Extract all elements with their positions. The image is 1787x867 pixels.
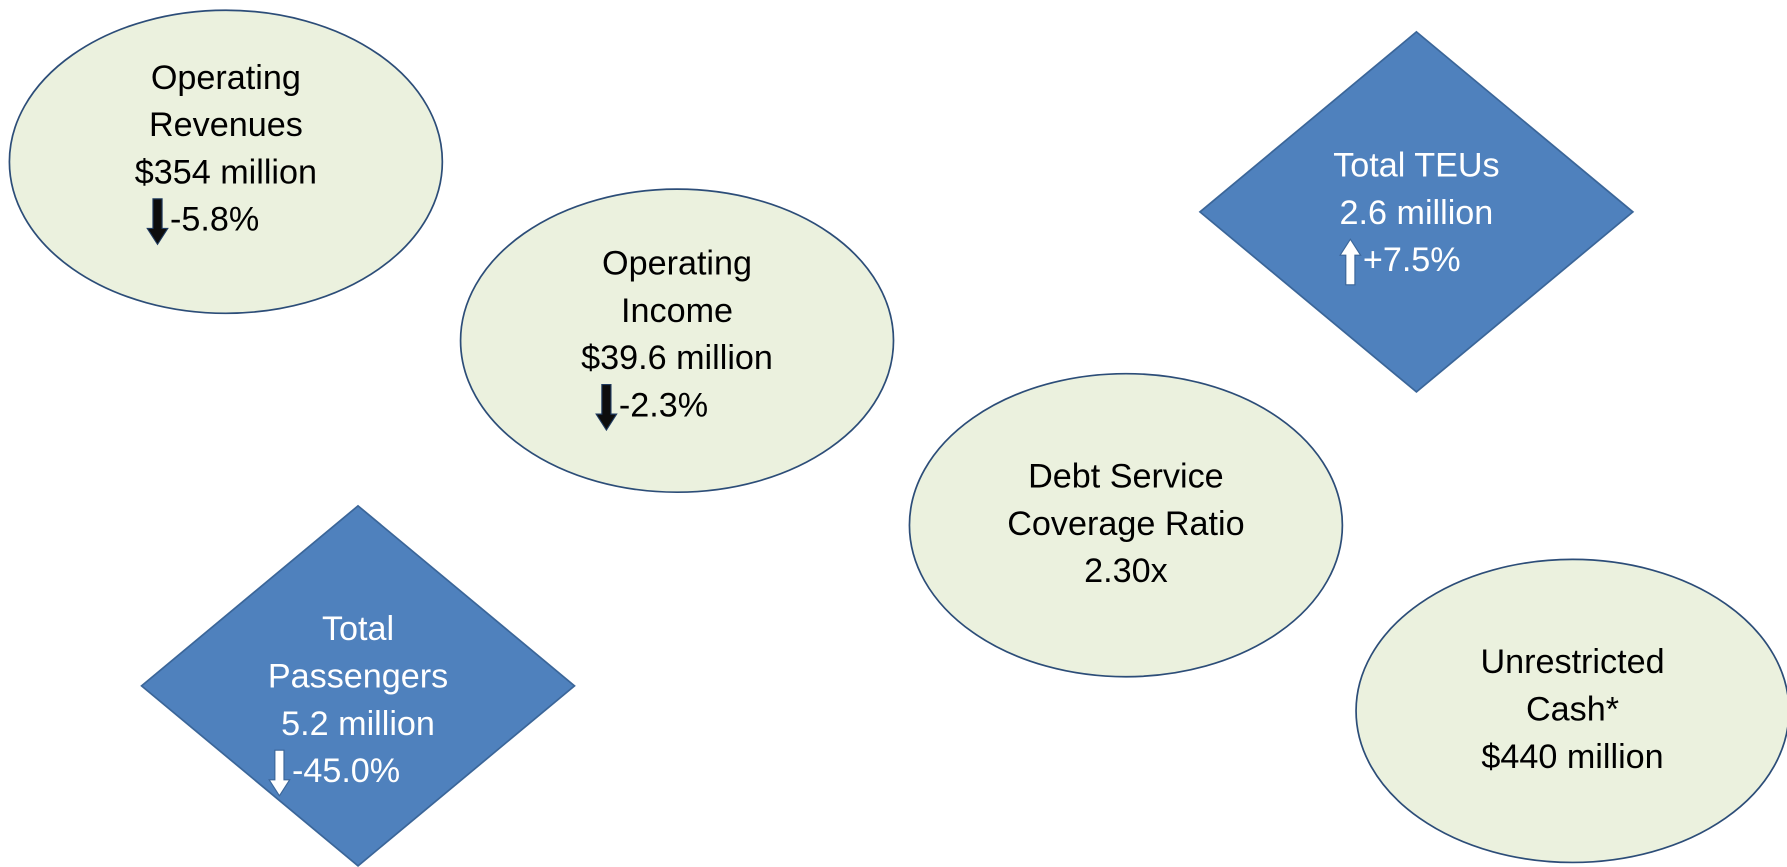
trend-arrow	[595, 383, 618, 432]
trend-arrow	[268, 749, 291, 797]
kpi-diamond	[1198, 30, 1635, 394]
kpi-change: -5.8%	[170, 201, 259, 239]
kpi-label: Revenues	[149, 106, 303, 144]
kpi-label: Operating	[602, 244, 752, 282]
kpi-diamond	[140, 504, 576, 867]
kpi-label: $440 million	[1481, 738, 1663, 776]
kpi-label: Debt Service	[1028, 458, 1224, 496]
trend-arrow	[146, 198, 169, 246]
kpi-ellipse	[908, 372, 1344, 678]
kpi-change: -45.0%	[292, 752, 400, 790]
kpi-label: Total TEUs	[1333, 147, 1499, 185]
kpi-change: +7.5%	[1363, 241, 1461, 279]
kpi-label: 2.30x	[1084, 552, 1168, 590]
kpi-label: Total	[322, 610, 394, 648]
kpi-label: Unrestricted	[1480, 643, 1664, 681]
kpi-label: $354 million	[135, 153, 317, 191]
kpi-ellipse	[8, 9, 444, 315]
kpi-label: Cash*	[1526, 691, 1619, 729]
kpi-ellipse	[459, 188, 895, 494]
kpi-ellipse	[1355, 558, 1787, 864]
kpi-label: Operating	[151, 59, 301, 97]
kpi-label: Coverage Ratio	[1007, 505, 1244, 543]
kpi-label: $39.6 million	[581, 339, 773, 377]
kpi-label: Income	[621, 292, 733, 330]
kpi-label: 2.6 million	[1340, 194, 1494, 232]
kpi-change: -2.3%	[619, 386, 708, 424]
kpi-label: Passengers	[268, 657, 448, 695]
kpi-label: 5.2 million	[281, 705, 435, 743]
trend-arrow	[1339, 238, 1362, 286]
